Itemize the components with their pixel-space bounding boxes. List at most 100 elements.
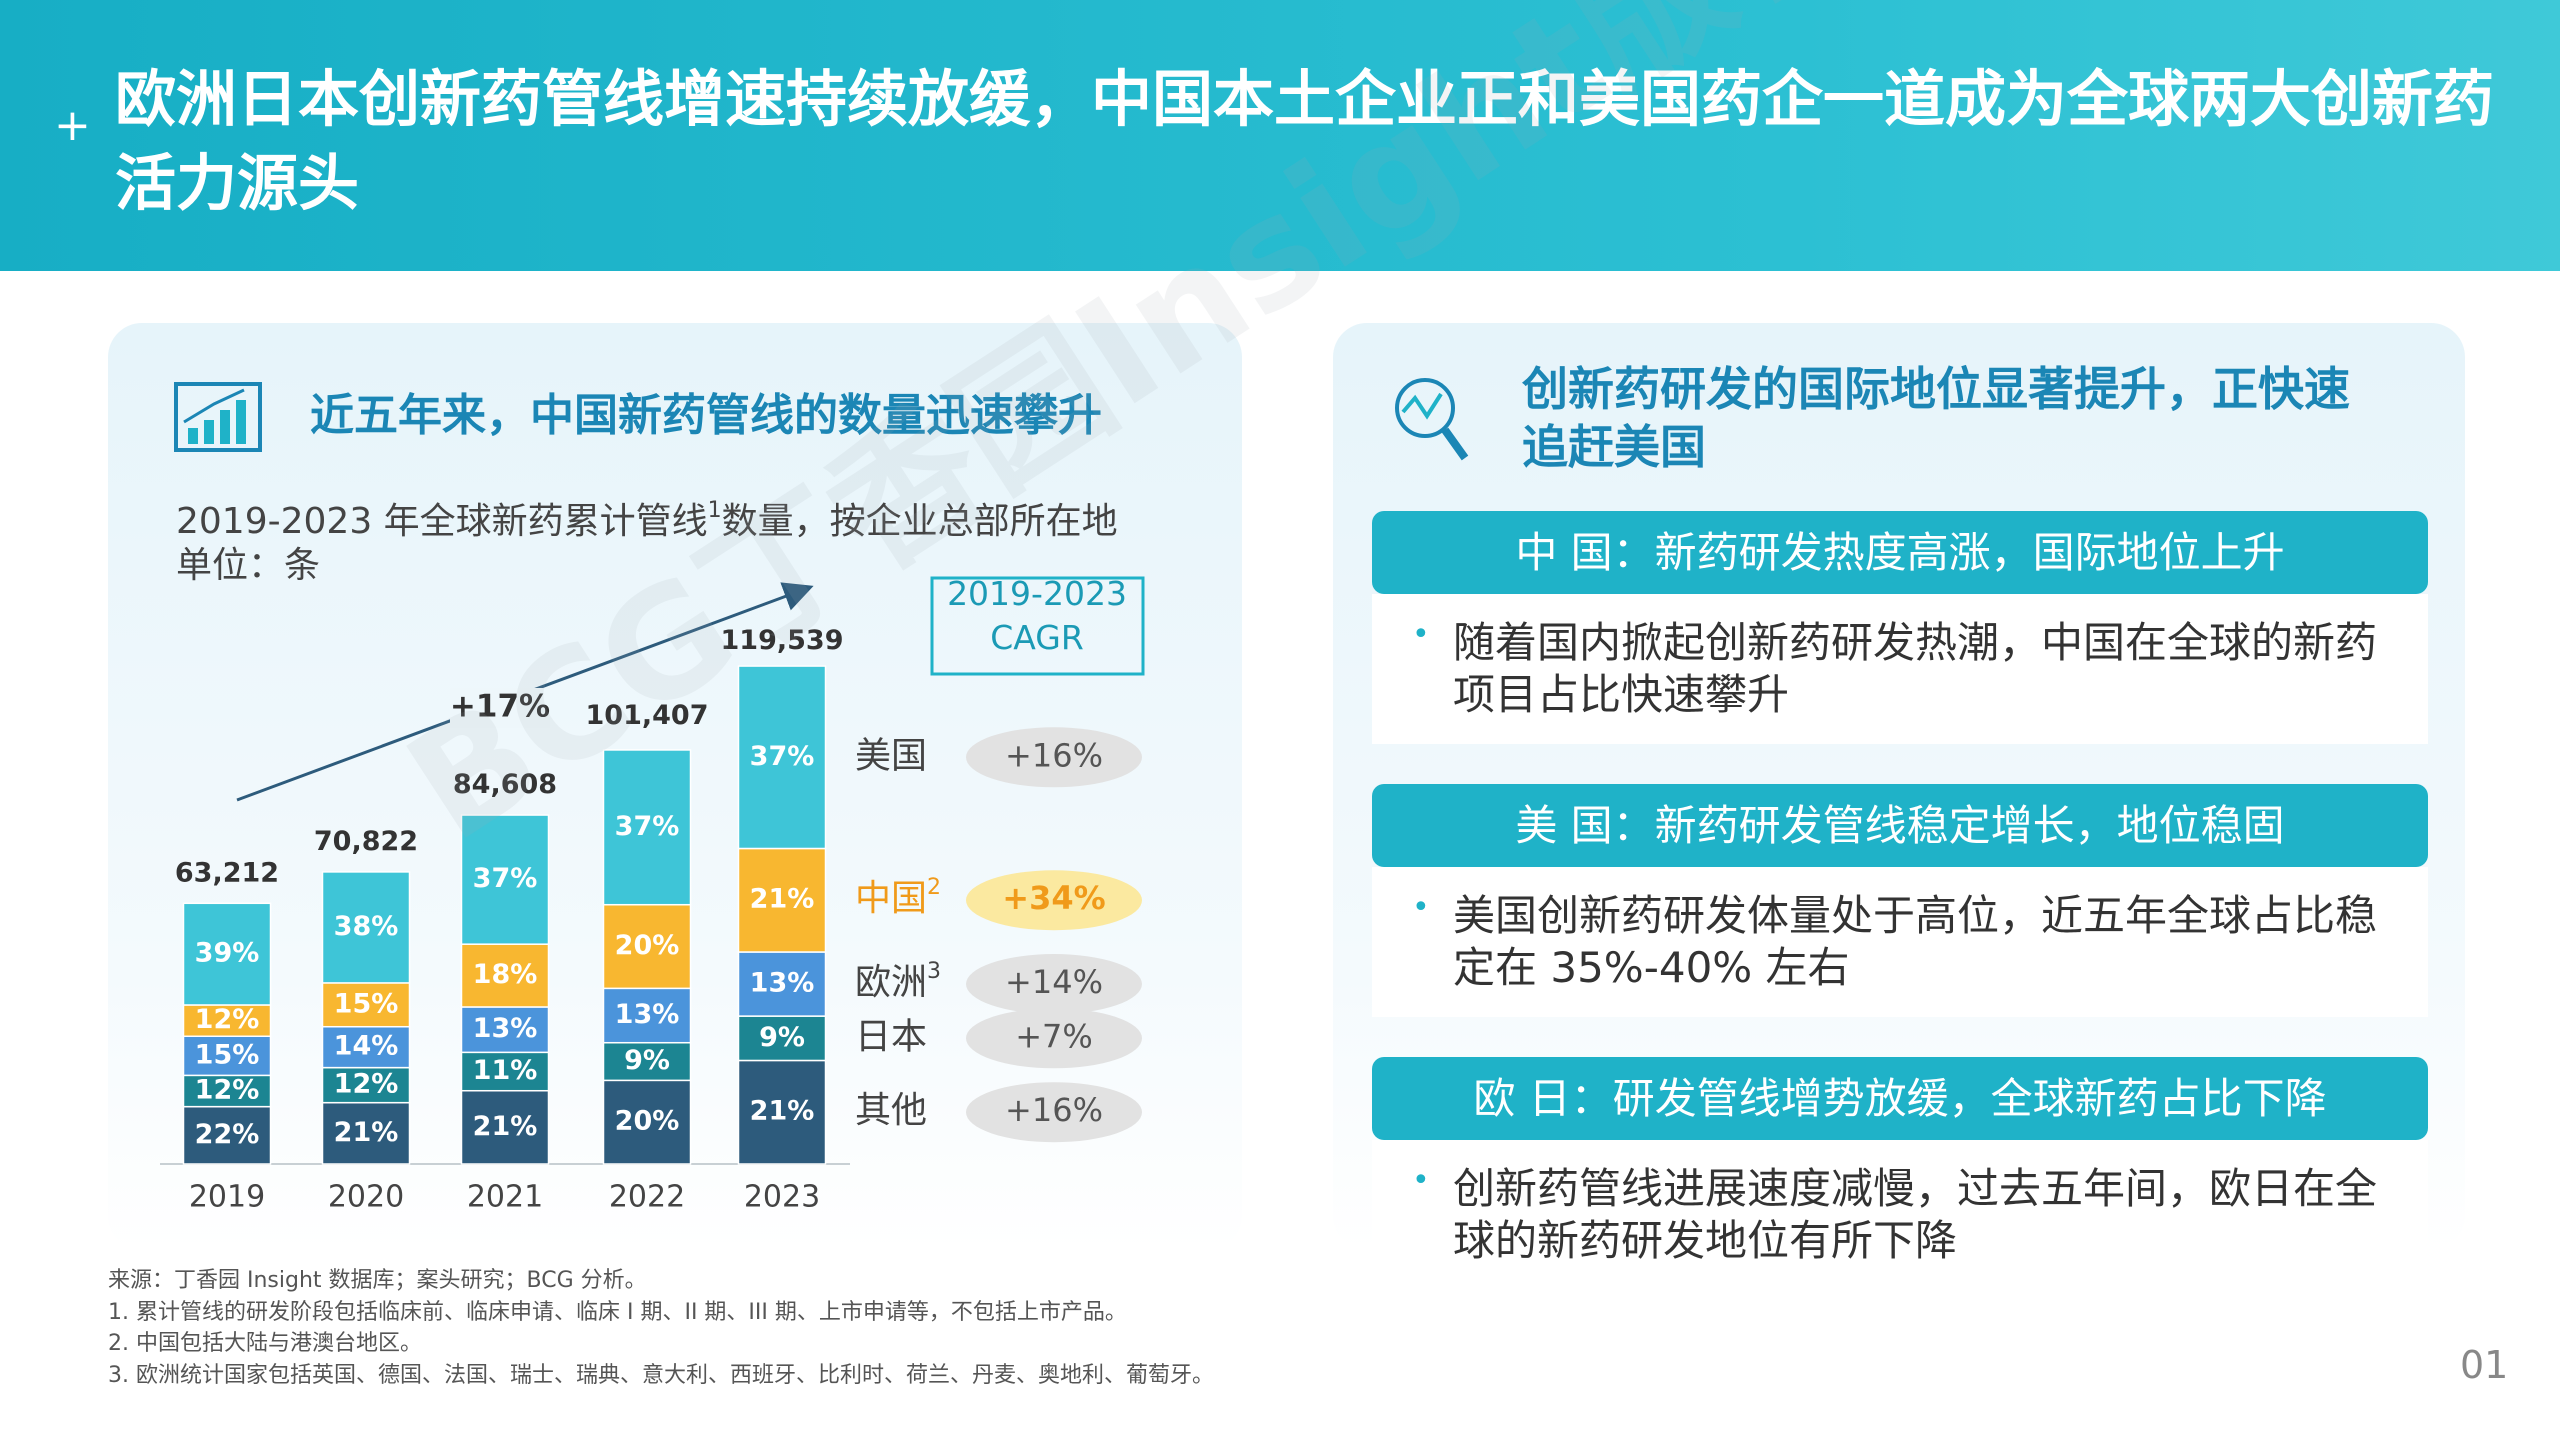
segment-label: 38% <box>334 911 399 942</box>
segment-label: 13% <box>615 999 680 1030</box>
segment-label: 39% <box>195 938 260 969</box>
segment-label: 22% <box>195 1119 260 1150</box>
segment-label: 18% <box>473 959 538 990</box>
cagr-pill <box>966 870 1142 931</box>
segment-label: 21% <box>750 1096 815 1127</box>
chart-subtitle: 2019-2023 年全球新药累计管线1数量，按企业总部所在地 <box>176 498 1118 542</box>
chart-icon <box>174 382 262 452</box>
bar-segment <box>321 1101 411 1165</box>
total-label: 84,608 <box>453 769 557 800</box>
chart-unit: 单位：条 <box>176 545 320 586</box>
segment-label: 37% <box>615 811 680 842</box>
x-tick-label: 2021 <box>467 1180 543 1215</box>
segment-label: 12% <box>195 1004 260 1035</box>
bar-segment <box>321 1066 411 1104</box>
x-tick-label: 2020 <box>328 1180 404 1215</box>
bar-segment <box>737 1059 827 1165</box>
bullet-dot: • <box>1412 1163 1430 1198</box>
bar-segment <box>321 1025 411 1069</box>
cagr-label: +14% <box>1005 963 1103 1001</box>
legend-label: 欧洲3 <box>855 959 941 1003</box>
bar-segment <box>602 1041 692 1082</box>
subtitle-text: 数量，按企业总部所在地 <box>722 501 1118 542</box>
growth-label-bg <box>450 688 550 728</box>
bar-segment <box>602 903 692 990</box>
segment-label: 20% <box>615 1106 680 1137</box>
bar-segment <box>737 665 827 850</box>
bullet-text: 美国创新药研发体量处于高位，近五年全球占比稳定在 35%-40% 左右 <box>1453 891 2378 992</box>
legend-name: 其他 <box>855 1090 927 1131</box>
footnote: 来源：丁香园 Insight 数据库；案头研究；BCG 分析。 <box>108 1268 647 1293</box>
legend-note: 3 <box>927 959 941 984</box>
cagr-label: +16% <box>1005 1091 1103 1129</box>
segment-label: 12% <box>334 1069 399 1100</box>
section-title: 欧 日：研发管线增势放缓，全球新药占比下降 <box>1372 1057 2428 1140</box>
legend-note: 2 <box>927 875 941 900</box>
left-heading: 近五年来，中国新药管线的数量迅速攀升 <box>310 390 1102 441</box>
bar-segment <box>182 1035 272 1077</box>
bar-segment <box>460 943 550 1008</box>
bullet-dot: • <box>1412 617 1430 652</box>
bar-segment <box>602 1079 692 1165</box>
cagr-title-line: CAGR <box>990 618 1084 657</box>
segment-label: 21% <box>750 884 815 915</box>
x-tick-label: 2023 <box>744 1180 820 1215</box>
total-label: 119,539 <box>721 625 844 656</box>
plus-icon: + <box>54 100 91 151</box>
cagr-label: +34% <box>1002 879 1105 917</box>
subtitle-text: 2019-2023 年全球新药累计管线 <box>176 501 708 542</box>
segment-label: 13% <box>473 1013 538 1044</box>
bar-segment <box>602 749 692 906</box>
bullet-text: 创新药管线进展速度减慢，过去五年间，欧日在全球的新药研发地位有所下降 <box>1453 1164 2378 1265</box>
cagr-title-line: 2019-2023 <box>947 574 1127 613</box>
segment-label: 11% <box>473 1055 538 1086</box>
legend-name: 美国 <box>855 735 927 776</box>
subtitle-note: 1 <box>708 498 722 523</box>
legend-label: 中国2 <box>855 875 941 919</box>
cagr-pill <box>966 1008 1142 1069</box>
section-title: 中 国：新药研发热度高涨，国际地位上升 <box>1372 511 2428 594</box>
section-box <box>1372 1140 2428 1290</box>
segment-label: 37% <box>750 741 815 772</box>
x-tick-label: 2022 <box>609 1180 685 1215</box>
segment-label: 12% <box>195 1075 260 1106</box>
bar-segment <box>460 814 550 945</box>
total-label: 101,407 <box>586 700 709 731</box>
bar-segment <box>182 1004 272 1038</box>
section-title: 美 国：新药研发管线稳定增长，地位稳固 <box>1372 784 2428 867</box>
page-number: 01 <box>2460 1343 2509 1387</box>
bar-segment <box>321 871 411 984</box>
header-band <box>0 0 2560 271</box>
total-label: 70,822 <box>314 826 418 857</box>
footnote: 2. 中国包括大陆与港澳台地区。 <box>108 1331 422 1356</box>
page-title: 欧洲日本创新药管线增速持续放缓，中国本土企业正和美国药企一道成为全球两大创新药活… <box>115 64 2495 219</box>
legend-label: 美国 <box>855 735 927 776</box>
footnote: 1. 累计管线的研发阶段包括临床前、临床申请、临床 I 期、II 期、III 期… <box>108 1299 1127 1325</box>
cagr-label: +7% <box>1015 1017 1093 1055</box>
cagr-pill <box>966 954 1142 1015</box>
cagr-label: +16% <box>1005 736 1103 774</box>
search-icon <box>1395 378 1469 461</box>
section-box <box>1372 867 2428 1017</box>
cagr-box <box>930 576 1145 676</box>
segment-label: 9% <box>624 1045 670 1076</box>
bar-segment <box>737 847 827 953</box>
legend-name: 日本 <box>855 1016 927 1057</box>
bullet-dot: • <box>1412 890 1430 925</box>
segment-label: 15% <box>195 1039 260 1070</box>
cagr-pill <box>966 727 1142 788</box>
segment-label: 37% <box>473 863 538 894</box>
legend-name: 中国 <box>855 878 927 919</box>
segment-label: 13% <box>750 968 815 999</box>
right-heading: 创新药研发的国际地位显著提升，正快速追赶美国 <box>1522 362 2350 474</box>
segment-label: 15% <box>334 988 399 1019</box>
x-tick-label: 2019 <box>189 1180 265 1215</box>
footnote: 3. 欧洲统计国家包括英国、德国、法国、瑞士、瑞典、意大利、西班牙、比利时、荷兰… <box>108 1362 1214 1388</box>
growth-label: +17% <box>450 689 550 725</box>
segment-label: 14% <box>334 1031 399 1062</box>
legend-label: 其他 <box>855 1090 927 1131</box>
segment-label: 9% <box>759 1022 805 1053</box>
bar-segment <box>321 982 411 1028</box>
